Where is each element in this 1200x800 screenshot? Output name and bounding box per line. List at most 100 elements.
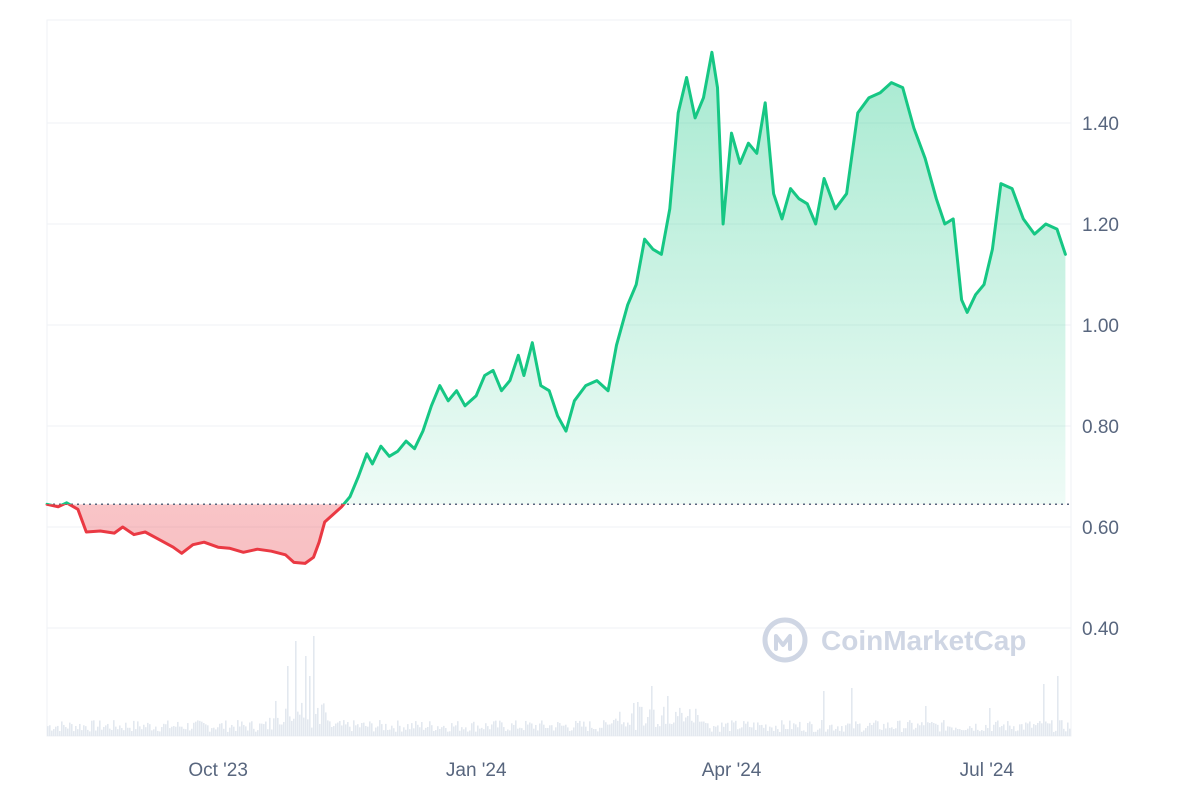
volume-bar — [137, 721, 139, 736]
volume-bar — [93, 720, 95, 736]
volume-bar — [923, 725, 925, 736]
volume-bar — [731, 720, 733, 736]
volume-bar — [885, 728, 887, 736]
volume-bar — [973, 730, 975, 736]
volume-bar — [901, 731, 903, 736]
volume-bar — [105, 725, 107, 736]
volume-bar — [611, 723, 613, 736]
volume-bar — [835, 728, 837, 736]
volume-bar — [103, 726, 105, 736]
volume-bar — [779, 731, 781, 736]
volume-bar — [879, 729, 881, 736]
volume-bar — [905, 728, 907, 736]
volume-bar — [843, 731, 845, 736]
area-fill-above-baseline — [63, 52, 1066, 505]
volume-bar — [529, 722, 531, 736]
volume-bar — [711, 731, 713, 736]
volume-bar — [981, 730, 983, 736]
volume-bar — [621, 724, 623, 736]
volume-bar — [205, 724, 207, 736]
volume-bar — [833, 730, 835, 736]
volume-bar — [877, 721, 879, 736]
volume-bar — [643, 725, 645, 736]
volume-bar — [811, 724, 813, 736]
volume-bar — [593, 729, 595, 736]
volume-bar — [223, 728, 225, 736]
volume-bar — [699, 721, 701, 736]
volume-bar — [613, 720, 615, 736]
volume-bar — [481, 727, 483, 736]
volume-bar — [889, 727, 891, 736]
volume-bar — [839, 730, 841, 736]
volume-bar — [281, 724, 283, 736]
volume-bar — [539, 723, 541, 736]
volume-bar — [317, 707, 319, 736]
volume-bar — [1013, 726, 1015, 736]
volume-bar — [709, 728, 711, 736]
volume-bar — [725, 723, 727, 736]
volume-bar — [437, 726, 439, 736]
volume-bar — [143, 724, 145, 736]
volume-bar — [153, 729, 155, 736]
volume-bar — [847, 723, 849, 736]
volume-bar — [243, 724, 245, 736]
volume-bar — [311, 727, 313, 736]
volume-bar — [465, 727, 467, 736]
volume-bar — [961, 730, 963, 736]
volume-bar — [53, 729, 55, 736]
volume-bar — [423, 729, 425, 736]
volume-bar — [107, 723, 109, 736]
volume-bar — [603, 720, 605, 736]
volume-bar — [1061, 720, 1063, 736]
volume-bar — [689, 709, 691, 736]
volume-bar — [189, 730, 191, 736]
volume-bar — [1037, 722, 1039, 736]
volume-bar — [199, 720, 201, 736]
volume-bar — [609, 724, 611, 736]
volume-bar — [659, 726, 661, 736]
volume-bar — [145, 727, 147, 736]
volume-bar — [503, 727, 505, 736]
volume-bar — [391, 725, 393, 736]
volume-bar — [47, 726, 49, 736]
volume-bar — [461, 727, 463, 736]
volume-bar — [335, 723, 337, 736]
volume-bar — [489, 729, 491, 736]
volume-bar — [421, 722, 423, 736]
volume-bar — [627, 722, 629, 736]
volume-bar — [1065, 731, 1067, 736]
volume-bar — [799, 721, 801, 736]
volume-bar — [957, 728, 959, 736]
y-tick-label: 1.40 — [1082, 114, 1119, 135]
volume-bar — [165, 724, 167, 736]
volume-bar — [937, 724, 939, 736]
volume-bar — [67, 728, 69, 736]
volume-bar — [515, 720, 517, 736]
volume-bar — [83, 725, 85, 736]
watermark-text: CoinMarketCap — [821, 625, 1026, 656]
volume-bar — [347, 722, 349, 736]
volume-bar — [457, 721, 459, 736]
volume-bar — [633, 702, 635, 736]
price-line-above-baseline — [45, 50, 1067, 505]
volume-bar — [953, 730, 955, 736]
volume-bar — [1009, 725, 1011, 736]
volume-bar — [267, 729, 269, 736]
volume-bar — [301, 702, 303, 736]
volume-bar — [265, 721, 267, 736]
volume-bar — [273, 718, 275, 736]
volume-bar — [351, 731, 353, 736]
volume-bar — [377, 726, 379, 736]
volume-bar — [845, 725, 847, 736]
volume-bar — [215, 729, 217, 736]
volume-bar — [537, 730, 539, 736]
volume-bar — [967, 728, 969, 736]
volume-bar — [435, 730, 437, 736]
y-tick-label: 0.60 — [1082, 518, 1119, 539]
volume-bar — [179, 726, 181, 736]
volume-bar — [249, 722, 251, 736]
volume-bar — [713, 726, 715, 736]
volume-bar — [727, 722, 729, 736]
volume-bar — [195, 721, 197, 736]
volume-bar — [657, 724, 659, 736]
